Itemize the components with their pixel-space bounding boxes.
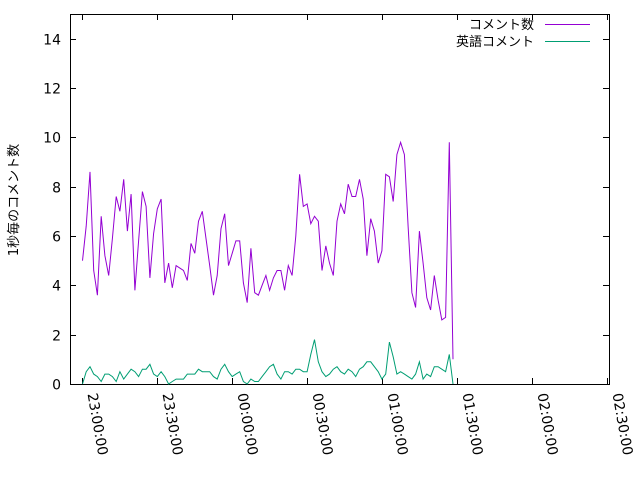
legend-label-0: コメント数 xyxy=(469,18,534,33)
y-tick-label: 12 xyxy=(43,82,61,98)
x-tick-label: 23:00:00 xyxy=(84,392,111,457)
y-tick-label: 0 xyxy=(52,378,61,394)
y-tick-label: 4 xyxy=(52,279,61,295)
y-axis-label: 1秒毎のコメント数 xyxy=(6,144,22,256)
x-tick-label: 00:00:00 xyxy=(234,392,261,457)
series-line-1 xyxy=(82,339,454,385)
plot-frame xyxy=(70,14,610,385)
y-axis: 0 2 4 6 8 10 12 14 xyxy=(43,33,609,394)
x-tick-label: 01:30:00 xyxy=(459,392,486,457)
y-tick-label: 6 xyxy=(52,230,61,246)
x-tick-label: 01:00:00 xyxy=(384,392,411,457)
y-tick-label: 14 xyxy=(43,33,61,49)
series-line-0 xyxy=(82,140,454,360)
x-axis: 23:00:00 23:30:00 00:00:00 00:30:00 01:00:00… xyxy=(82,14,636,457)
y-tick-label: 2 xyxy=(52,329,61,345)
y-tick-label: 8 xyxy=(52,181,61,197)
legend-label-1: 英語コメント xyxy=(456,34,534,50)
y-tick-label: 10 xyxy=(43,131,61,147)
x-tick-label: 02:00:00 xyxy=(534,392,561,457)
x-tick-label: 00:30:00 xyxy=(309,392,336,457)
x-tick-label: 23:30:00 xyxy=(159,392,186,457)
x-tick-label: 02:30:00 xyxy=(609,392,636,457)
series-lines xyxy=(82,140,454,385)
